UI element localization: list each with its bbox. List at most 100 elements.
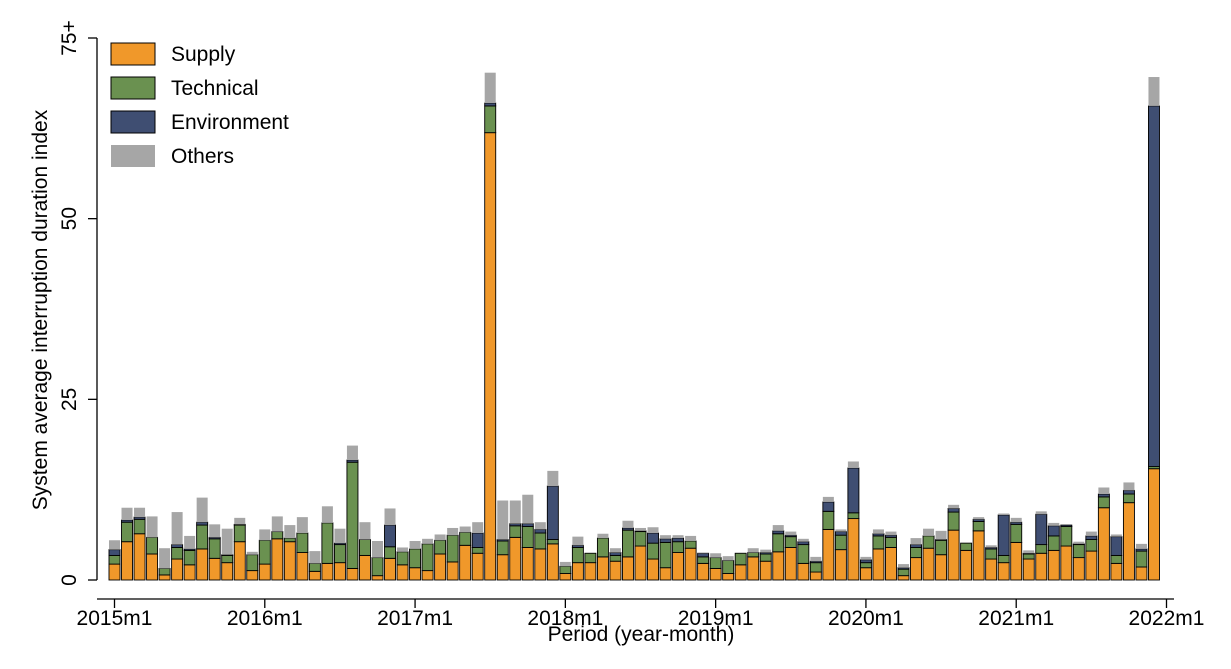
bar-segment-environment-76 (1060, 524, 1073, 527)
bar-segment-technical-53 (772, 533, 785, 553)
bar-segment-technical-34 (534, 532, 547, 550)
bar-segment-supply-50 (734, 564, 747, 581)
bar-segment-supply-79 (1097, 507, 1110, 581)
bar-segment-environment-47 (697, 552, 710, 558)
bar-segment-others-64 (910, 538, 922, 545)
bar-segment-technical-28 (459, 531, 472, 546)
bar-segment-technical-39 (596, 537, 609, 558)
bar-segment-technical-24 (409, 548, 422, 569)
bar-segment-environment-59 (847, 467, 860, 514)
y-axis-label: System average interruption duration ind… (29, 109, 52, 510)
bar-segment-others-29 (472, 522, 484, 534)
bar-segment-technical-37 (571, 547, 584, 564)
bar-segment-environment-52 (759, 552, 772, 555)
bar-segment-environment-73 (1022, 552, 1035, 555)
bar-segment-environment-72 (1010, 521, 1023, 525)
bar-segment-others-70 (985, 545, 997, 548)
bar-segment-technical-81 (1122, 493, 1135, 504)
bar-segment-technical-50 (734, 552, 747, 566)
bar-segment-supply-76 (1060, 545, 1073, 581)
bar-segment-technical-29 (471, 547, 484, 554)
bar-segment-supply-56 (809, 571, 822, 581)
bar-segment-supply-23 (396, 564, 409, 581)
bar-segment-others-0 (108, 540, 121, 550)
bar-segment-supply-17 (321, 562, 334, 581)
bar-segment-environment-78 (1085, 535, 1098, 540)
legend-swatch-others (111, 145, 155, 167)
bar-segment-technical-42 (634, 531, 647, 547)
bar-segment-others-7 (196, 497, 208, 523)
bar-segment-supply-35 (546, 543, 559, 581)
bar-segment-others-49 (722, 556, 734, 561)
x-tick-label: 2015m1 (77, 607, 153, 630)
bar-segment-environment-45 (672, 537, 685, 543)
bar-segment-technical-46 (684, 540, 697, 549)
bar-segment-technical-7 (196, 524, 209, 550)
bar-segment-others-81 (1123, 482, 1135, 491)
bar-segment-supply-22 (384, 557, 396, 581)
bar-segment-technical-2 (133, 518, 146, 535)
bar-segment-others-41 (622, 520, 634, 528)
bar-segment-environment-82 (1135, 548, 1148, 552)
bar-segment-others-28 (459, 526, 471, 533)
bar-segment-supply-60 (859, 567, 872, 581)
x-tick-label: 2021m1 (978, 607, 1054, 630)
bar-segment-others-37 (572, 536, 584, 546)
bar-segment-others-22 (384, 508, 396, 526)
bar-segment-others-9 (221, 528, 233, 555)
bar-segment-technical-48 (709, 557, 722, 569)
bar-segment-others-6 (184, 535, 196, 549)
bar-segment-supply-75 (1047, 549, 1060, 581)
bar-segment-supply-8 (208, 557, 221, 581)
bar-segment-supply-20 (359, 554, 371, 581)
bar-segment-technical-20 (359, 539, 371, 556)
bar-segment-others-75 (1048, 522, 1060, 526)
bar-segment-others-56 (810, 556, 822, 562)
bar-segment-others-44 (660, 535, 672, 539)
bar-segment-supply-57 (822, 528, 835, 581)
bar-segment-supply-39 (596, 556, 609, 581)
bar-segment-technical-63 (897, 568, 910, 577)
bar-segment-supply-58 (834, 549, 847, 581)
bar-segment-supply-41 (622, 556, 634, 581)
bar-segment-environment-64 (910, 544, 922, 548)
bar-segment-technical-76 (1060, 526, 1073, 547)
y-tick-label: 25 (58, 388, 81, 411)
bar-segment-technical-4 (158, 567, 171, 576)
bar-segment-supply-68 (960, 549, 973, 581)
bar-segment-supply-54 (784, 547, 797, 581)
bar-segment-environment-2 (133, 516, 146, 520)
bar-segment-supply-9 (221, 562, 234, 581)
bars-layer (108, 72, 1160, 581)
bar-segment-supply-52 (759, 560, 772, 581)
bar-segment-others-16 (309, 551, 321, 564)
legend-swatch-supply (110, 42, 156, 66)
bar-segment-environment-77 (1072, 543, 1085, 546)
bar-segment-supply-28 (459, 544, 472, 581)
bar-segment-others-31 (497, 500, 509, 540)
legend-label-technical: Technical (171, 77, 259, 100)
bar-segment-technical-78 (1085, 539, 1098, 552)
bar-segment-technical-62 (885, 536, 897, 548)
bar-segment-technical-43 (647, 542, 659, 560)
bar-segment-supply-1 (121, 541, 133, 581)
bar-segment-supply-64 (910, 557, 922, 581)
bar-segment-environment-70 (985, 547, 998, 550)
bar-segment-others-53 (772, 525, 784, 531)
bar-segment-environment-75 (1047, 525, 1060, 537)
bar-segment-others-55 (797, 538, 809, 542)
bar-segment-technical-15 (296, 532, 309, 553)
bar-segment-technical-19 (346, 461, 359, 569)
bar-segment-others-3 (146, 516, 158, 538)
bar-segment-technical-22 (384, 546, 396, 559)
bar-segment-others-79 (1098, 487, 1110, 494)
bar-segment-others-13 (271, 516, 283, 532)
bar-segment-technical-1 (121, 521, 133, 543)
bar-segment-others-35 (547, 470, 559, 487)
bar-segment-others-1 (121, 507, 133, 521)
bar-segment-environment-31 (496, 539, 509, 542)
bar-segment-supply-51 (747, 556, 760, 581)
bar-segment-supply-82 (1135, 566, 1148, 581)
bar-segment-environment-80 (1110, 536, 1123, 556)
bar-segment-technical-77 (1072, 544, 1085, 559)
